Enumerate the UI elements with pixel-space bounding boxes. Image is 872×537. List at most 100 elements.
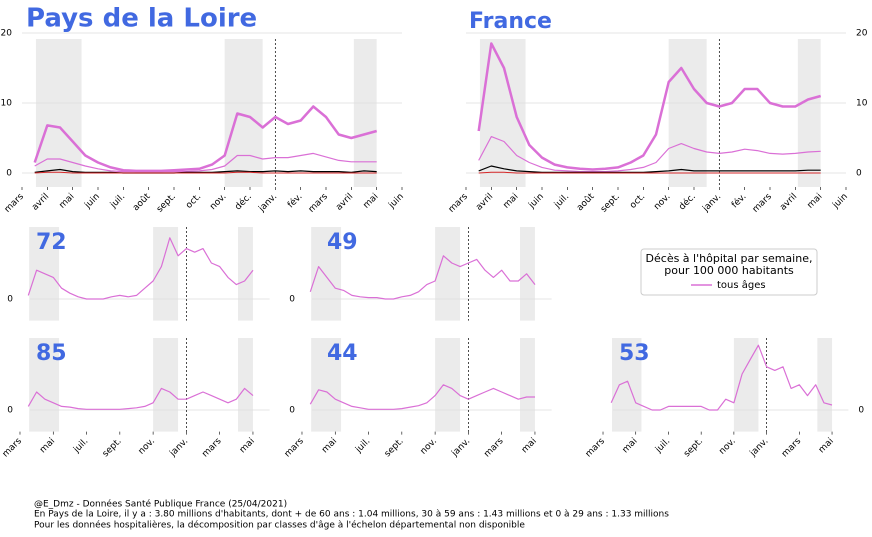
shaded-span — [29, 338, 60, 432]
chart-title: 85 — [36, 341, 67, 366]
x-tick-label: juil. — [353, 436, 372, 455]
x-tick-label: déc. — [233, 191, 254, 212]
x-tick-label: nov. — [652, 192, 672, 212]
note: Pour les données hospitalières, la décom… — [34, 520, 525, 531]
y-tick-label: 0 — [7, 295, 13, 305]
x-tick-label: mars — [447, 192, 470, 215]
shaded-span — [817, 338, 833, 432]
x-tick-label: janv. — [256, 192, 279, 215]
shaded-span — [35, 39, 82, 187]
shaded-span — [612, 338, 642, 432]
x-tick-label: mai — [38, 436, 57, 455]
shaded-span — [311, 338, 342, 432]
series-line — [478, 165, 821, 173]
series-line — [309, 255, 536, 300]
series-line — [34, 168, 377, 174]
x-tick-label: juin — [526, 192, 545, 211]
series-line — [478, 136, 821, 173]
x-tick-label: mai — [320, 436, 339, 455]
x-tick-label: mars — [3, 192, 26, 215]
shaded-span — [797, 39, 821, 187]
series-line — [27, 237, 254, 300]
x-tick-label: juin — [386, 192, 405, 211]
x-tick-label: fév. — [729, 191, 748, 210]
x-tick-label: mai — [362, 192, 381, 211]
legend: Décès à l'hôpital par semaine, pour 100 … — [640, 248, 818, 296]
x-tick-label: juil. — [552, 192, 571, 211]
note: @E_Dmz - Données Santé Publique France (… — [34, 499, 287, 510]
x-tick-label: sept. — [682, 436, 705, 459]
y-tick-label: 20 — [856, 29, 868, 39]
shaded-span — [353, 39, 377, 187]
y-tick-label: 0 — [6, 169, 12, 179]
x-tick-label: avril — [334, 192, 355, 213]
x-tick-label: oct. — [184, 192, 203, 211]
series-line — [478, 171, 821, 174]
legend-title: pour 100 000 habitants — [664, 264, 794, 277]
chart-title: 49 — [327, 230, 358, 255]
chart-title: 53 — [619, 341, 650, 366]
x-tick-label: mars — [307, 192, 330, 215]
series-line — [34, 171, 377, 174]
shaded-span — [435, 338, 461, 432]
x-tick-label: sept. — [383, 436, 406, 459]
series-line — [27, 387, 254, 410]
shaded-span — [519, 227, 535, 321]
x-tick-label: juin — [82, 192, 101, 211]
x-tick-label: sept. — [101, 436, 124, 459]
series-line — [477, 42, 822, 171]
x-tick-label: juil. — [71, 436, 90, 455]
x-tick-label: janv. — [700, 192, 723, 215]
x-tick-label: déc. — [677, 191, 698, 212]
shaded-span — [733, 338, 759, 432]
x-tick-label: août — [575, 191, 597, 213]
legend-box — [640, 248, 818, 296]
chart-title: 72 — [36, 230, 67, 255]
x-tick-label: janv. — [450, 436, 473, 459]
x-tick-label: janv. — [168, 436, 191, 459]
shaded-span — [479, 39, 526, 187]
shaded-span — [237, 227, 253, 321]
shaded-span — [153, 338, 179, 432]
x-tick-label: août — [131, 191, 153, 213]
x-tick-label: mars — [780, 436, 803, 459]
x-tick-label: juin — [830, 192, 849, 211]
y-tick-label: 0 — [7, 406, 13, 416]
y-tick-label: 10 — [856, 99, 868, 109]
x-tick-label: avril — [30, 192, 51, 213]
chart-title: France — [469, 9, 552, 34]
x-tick-label: mai — [621, 436, 640, 455]
series-line — [33, 105, 378, 173]
x-tick-label: mars — [584, 436, 607, 459]
shaded-span — [237, 338, 253, 432]
panel: 0 49 — [289, 227, 552, 321]
x-tick-label: nov. — [208, 192, 228, 212]
x-tick-label: mai — [502, 192, 521, 211]
series-line — [34, 152, 377, 173]
x-tick-label: nov. — [419, 436, 439, 456]
x-tick-label: mars — [751, 192, 774, 215]
x-tick-label: mai — [238, 436, 257, 455]
x-tick-label: mars — [283, 436, 306, 459]
x-tick-label: sept. — [599, 192, 622, 215]
y-tick-label: 20 — [1, 29, 13, 39]
x-tick-label: sept. — [155, 192, 178, 215]
x-tick-label: avril — [474, 192, 495, 213]
x-tick-label: mai — [520, 436, 539, 455]
y-tick-label: 0 — [858, 406, 864, 416]
chart-title: 44 — [327, 341, 358, 366]
shaded-span — [668, 39, 707, 187]
y-tick-label: 10 — [1, 99, 13, 109]
shaded-span — [519, 338, 535, 432]
panel: 0 72 — [7, 227, 270, 321]
y-tick-label: 0 — [289, 406, 295, 416]
x-tick-label: nov. — [137, 436, 157, 456]
legend-label: tous âges — [717, 279, 766, 291]
x-tick-label: mars — [200, 436, 223, 459]
x-tick-label: avril — [778, 192, 799, 213]
